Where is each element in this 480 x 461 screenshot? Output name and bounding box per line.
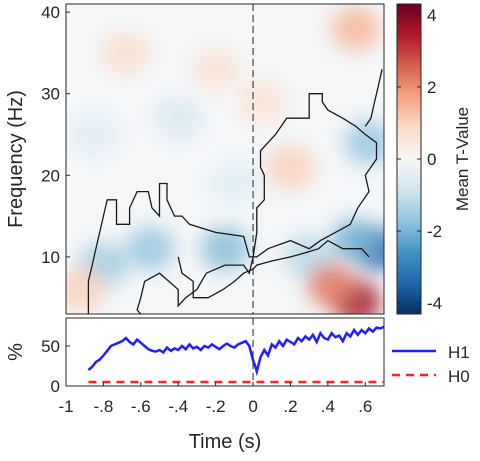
legend-label-h0: H0: [448, 367, 470, 386]
x-tick-label: 0: [248, 397, 257, 416]
heatmap-blob: [153, 96, 203, 141]
legend-label-h1: H1: [448, 343, 470, 362]
significant-clusters: [87, 69, 383, 314]
cluster-outline: [177, 239, 370, 299]
line-panel-frame: [65, 317, 385, 387]
colorbar-tick-label: -4: [427, 294, 442, 313]
colorbar-tick-label: 4: [427, 6, 436, 25]
legend-item-h1: H1: [392, 343, 470, 362]
heatmap-blobs: [66, 6, 384, 314]
line-y-tick-label: 0: [51, 377, 60, 396]
legend: H1 H0: [392, 343, 470, 386]
x-axis-label: Time (s): [189, 431, 262, 453]
line-series: [87, 325, 385, 384]
colorbar: 4 2 0 -2 -4 Mean T-Value: [396, 3, 472, 315]
x-tick-label: -1: [58, 397, 73, 416]
colorbar-ticks: 4 2 0 -2 -4: [397, 6, 442, 313]
heatmap-blob: [331, 218, 381, 263]
heatmap-blob: [191, 47, 240, 92]
heatmap-blob: [101, 30, 151, 75]
line-y-axis-label: %: [5, 343, 27, 361]
heatmap-y-tick-label: 40: [41, 3, 60, 22]
x-tick-label: -.4: [168, 397, 188, 416]
x-tick-label: -.8: [93, 397, 113, 416]
series-h1: [87, 325, 385, 377]
heatmap-y-tick-label: 10: [41, 248, 60, 267]
line-panel: 0 50 -1 -.8 -.6 -.4 -.2 0 .2 .4 .6 % Time (s): [5, 317, 385, 453]
cluster-outline: [87, 93, 378, 314]
line-y-axis: 0 50: [41, 337, 70, 396]
line-x-axis: -1 -.8 -.6 -.4 -.2 0 .2 .4 .6: [58, 382, 372, 416]
x-tick-label: .4: [321, 397, 335, 416]
heatmap-y-tick-label: 20: [41, 166, 60, 185]
x-tick-label: -.2: [206, 397, 226, 416]
colorbar-tick-label: 0: [427, 150, 436, 169]
x-tick-label: -.6: [131, 397, 151, 416]
x-tick-label: .2: [283, 397, 297, 416]
heatmap-y-axis-label: Frequency (Hz): [5, 90, 27, 228]
heatmap-blob: [69, 112, 119, 157]
heatmap-blob: [200, 226, 250, 271]
heatmap-blob: [125, 226, 175, 271]
heatmap-blob: [66, 267, 106, 312]
heatmap-blob: [344, 120, 384, 165]
heatmap-panel: 10 20 30 40 Frequency (Hz): [5, 3, 385, 315]
cluster-outline: [364, 69, 383, 127]
colorbar-tick-label: -2: [427, 222, 442, 241]
heatmap-blob: [307, 263, 356, 308]
x-tick-label: .6: [358, 397, 372, 416]
heatmap-blob: [210, 161, 259, 206]
colorbar-tick-label: 2: [427, 78, 436, 97]
legend-item-h0: H0: [392, 367, 470, 386]
heatmap-blob: [238, 79, 287, 124]
heatmap-y-axis: 10 20 30 40: [41, 3, 70, 267]
colorbar-label: Mean T-Value: [453, 107, 472, 211]
heatmap-blob: [331, 6, 381, 51]
heatmap-y-tick-label: 30: [41, 85, 60, 104]
heatmap-frame: [65, 3, 385, 315]
heatmap-blob: [266, 145, 315, 190]
line-y-tick-label: 50: [41, 337, 60, 356]
